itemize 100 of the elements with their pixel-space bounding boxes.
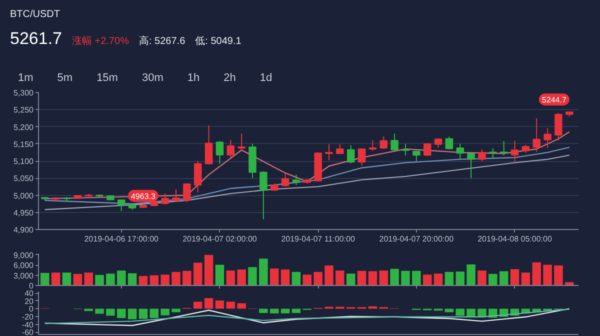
bar <box>368 271 378 286</box>
bar <box>237 303 246 309</box>
text: 30m <box>140 70 164 86</box>
y-tick-label: 5,300 <box>13 88 34 98</box>
annotation: 4963.3 <box>130 192 156 201</box>
chart-title: BTC/USDT <box>10 8 61 22</box>
bar <box>259 258 268 286</box>
bar <box>204 254 214 286</box>
bar <box>172 308 180 312</box>
bar <box>379 270 388 286</box>
bar <box>401 270 410 286</box>
text: 低: 5049.1 <box>195 36 242 48</box>
bar <box>106 308 115 316</box>
candlestick <box>292 174 300 186</box>
bar <box>324 265 334 286</box>
bar <box>292 308 301 313</box>
bar <box>95 274 104 286</box>
candlestick <box>325 144 333 161</box>
bar <box>478 270 486 286</box>
bar <box>237 270 246 286</box>
candlestick <box>467 152 475 179</box>
candlestick <box>346 144 355 164</box>
bar <box>510 269 520 286</box>
text: 高: 5267.6 <box>138 36 186 48</box>
candlestick <box>380 136 388 150</box>
text: 1d <box>258 70 274 86</box>
bar <box>390 268 399 286</box>
text: 5m <box>56 70 74 86</box>
bar <box>259 308 268 313</box>
candlestick <box>554 112 562 141</box>
bar <box>160 308 170 316</box>
bar <box>488 274 498 286</box>
bar <box>51 272 60 286</box>
bar <box>444 308 454 312</box>
candlestick <box>194 160 202 194</box>
text: 涨幅 +2.70% <box>72 36 129 48</box>
candlestick <box>216 140 224 164</box>
candlestick <box>390 133 398 152</box>
y-tick-label: 40 <box>24 289 34 298</box>
candlestick <box>226 139 235 158</box>
y-tick-label: 6,000 <box>13 261 34 270</box>
x-tick-label: 2019-04-07 11:00:00 <box>281 234 356 244</box>
bar <box>150 308 159 318</box>
y-tick-label: 4,900 <box>13 226 34 234</box>
bar <box>456 308 464 316</box>
y-tick-label: 5,150 <box>13 140 34 149</box>
y-tick-label: 4,950 <box>13 208 34 218</box>
candlestick <box>281 172 290 188</box>
bar <box>204 298 214 309</box>
candlestick <box>456 143 464 160</box>
candlestick <box>402 143 410 156</box>
bar <box>456 272 464 286</box>
bar <box>73 274 82 286</box>
bar <box>160 274 170 286</box>
text: 2h <box>222 70 237 86</box>
bar <box>314 272 322 286</box>
bar <box>182 270 192 286</box>
bar <box>215 300 224 309</box>
bar <box>280 308 290 314</box>
candlestick <box>161 193 169 205</box>
bar <box>466 264 476 286</box>
bar <box>499 271 508 286</box>
y-tick-label: 5,250 <box>13 106 34 115</box>
bar <box>357 270 366 286</box>
candlestick <box>532 118 540 152</box>
candlestick <box>260 170 268 220</box>
text: 1h <box>186 70 201 86</box>
candlestick <box>368 140 377 152</box>
line-series <box>44 131 570 200</box>
candlestick <box>183 182 191 203</box>
y-tick-label: 5,100 <box>13 157 34 166</box>
bar <box>62 272 72 286</box>
bar <box>95 308 104 314</box>
y-tick-label: 0 <box>29 304 34 314</box>
candlestick <box>445 136 454 150</box>
bar <box>138 308 148 319</box>
line-series <box>44 146 570 204</box>
y-tick-label: 5,050 <box>13 174 34 184</box>
bar <box>543 264 552 286</box>
text: 5261.7 <box>10 29 62 48</box>
annotation: 5244.7 <box>542 95 567 104</box>
bar <box>412 270 421 286</box>
bar <box>226 270 236 286</box>
candlestick <box>489 148 497 160</box>
candlestick <box>204 124 213 165</box>
candlestick <box>544 128 552 148</box>
candlestick <box>238 133 246 151</box>
candlestick <box>478 148 486 162</box>
bar <box>444 272 454 286</box>
bar <box>150 275 159 286</box>
y-tick-label: -60 <box>22 328 34 336</box>
y-tick-label: 20 <box>24 296 34 306</box>
y-tick-label: 3,000 <box>13 271 34 280</box>
bar <box>270 308 279 314</box>
y-tick-label: 0 <box>29 282 34 290</box>
bar <box>84 272 93 286</box>
bar <box>521 272 530 286</box>
bar <box>270 268 279 286</box>
bar <box>532 262 541 286</box>
x-tick-label: 2019-04-06 17:00:00 <box>84 234 160 244</box>
